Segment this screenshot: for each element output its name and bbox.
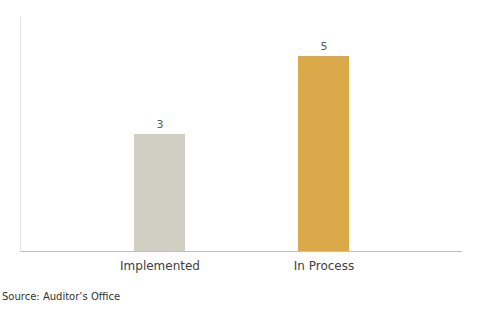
svg-text:3: 3	[157, 118, 164, 131]
svg-text:Implemented: Implemented	[120, 259, 200, 273]
svg-text:In Process: In Process	[294, 259, 354, 273]
svg-text:5: 5	[321, 40, 328, 53]
html-text:Source: Auditor’s Office: Source: Auditor’s Office	[2, 291, 121, 302]
